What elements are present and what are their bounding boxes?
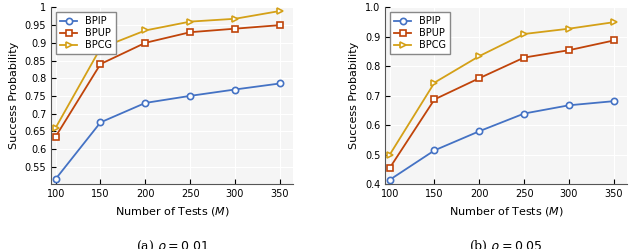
BPCG (431, 81, 438, 84)
BPIP (186, 94, 194, 97)
BPIP (520, 112, 528, 115)
BPCG (141, 29, 149, 32)
BPIP (476, 130, 483, 133)
BPCG (276, 9, 284, 12)
BPCG (476, 55, 483, 58)
BPCG (565, 27, 573, 30)
BPUP (610, 39, 618, 42)
BPCG (610, 21, 618, 24)
BPCG (186, 20, 194, 23)
BPIP (52, 178, 60, 181)
BPCG (386, 153, 394, 156)
BPUP (186, 31, 194, 34)
BPUP (141, 41, 149, 44)
Line: BPUP: BPUP (387, 37, 617, 171)
BPCG (97, 47, 104, 50)
BPUP (476, 77, 483, 80)
BPUP (565, 49, 573, 52)
Title: (a) $\rho = 0.01$: (a) $\rho = 0.01$ (136, 238, 209, 249)
BPUP (52, 135, 60, 138)
BPIP (431, 149, 438, 152)
BPCG (520, 33, 528, 36)
BPIP (276, 82, 284, 85)
Y-axis label: Success Probability: Success Probability (9, 42, 19, 149)
BPCG (231, 17, 239, 20)
Y-axis label: Success Probability: Success Probability (349, 42, 360, 149)
BPIP (141, 101, 149, 104)
X-axis label: Number of Tests $(M)$: Number of Tests $(M)$ (115, 205, 230, 218)
Line: BPIP: BPIP (387, 98, 617, 183)
BPUP (97, 62, 104, 65)
BPIP (97, 121, 104, 124)
Title: (b) $\rho = 0.05$: (b) $\rho = 0.05$ (469, 238, 543, 249)
BPUP (276, 24, 284, 27)
X-axis label: Number of Tests $(M)$: Number of Tests $(M)$ (449, 205, 564, 218)
Line: BPIP: BPIP (52, 80, 283, 182)
BPCG (52, 126, 60, 129)
Legend: BPIP, BPUP, BPCG: BPIP, BPUP, BPCG (56, 12, 116, 54)
BPIP (231, 88, 239, 91)
BPIP (565, 104, 573, 107)
BPUP (231, 27, 239, 30)
BPIP (610, 100, 618, 103)
Legend: BPIP, BPUP, BPCG: BPIP, BPUP, BPCG (390, 12, 450, 54)
BPIP (386, 178, 394, 181)
Line: BPUP: BPUP (52, 22, 283, 140)
BPUP (386, 167, 394, 170)
Line: BPCG: BPCG (387, 19, 617, 158)
BPUP (431, 98, 438, 101)
BPUP (520, 56, 528, 59)
Line: BPCG: BPCG (52, 8, 283, 131)
